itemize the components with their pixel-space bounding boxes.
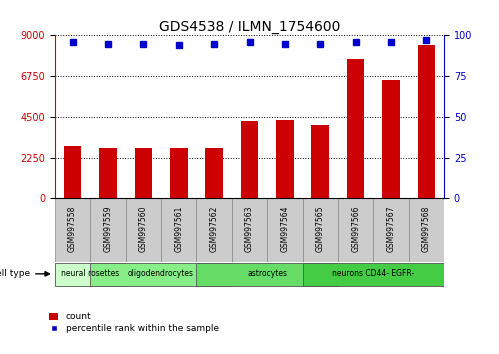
Text: GSM997568: GSM997568 — [422, 206, 431, 252]
Bar — [232, 198, 267, 262]
Bar — [197, 198, 232, 262]
Bar — [197, 263, 338, 285]
Bar — [311, 125, 329, 198]
Text: GSM997558: GSM997558 — [68, 206, 77, 252]
Bar — [338, 198, 373, 262]
Bar — [302, 198, 338, 262]
Legend: count, percentile rank within the sample: count, percentile rank within the sample — [49, 313, 219, 333]
Bar — [55, 198, 90, 262]
Bar — [64, 146, 81, 198]
Bar — [276, 120, 294, 198]
Text: GSM997566: GSM997566 — [351, 206, 360, 252]
Bar — [170, 148, 188, 198]
Bar — [126, 198, 161, 262]
Text: GSM997563: GSM997563 — [245, 206, 254, 252]
Text: GSM997565: GSM997565 — [316, 206, 325, 252]
Text: GSM997564: GSM997564 — [280, 206, 289, 252]
Bar — [90, 263, 232, 285]
Text: astrocytes: astrocytes — [247, 269, 287, 278]
Text: cell type: cell type — [0, 269, 30, 278]
Bar — [302, 263, 444, 285]
Bar — [347, 59, 364, 198]
Bar — [382, 80, 400, 198]
Text: GSM997560: GSM997560 — [139, 206, 148, 252]
Bar — [55, 263, 126, 285]
Bar — [267, 198, 302, 262]
Bar — [418, 45, 435, 198]
Text: oligodendrocytes: oligodendrocytes — [128, 269, 194, 278]
Bar — [241, 121, 258, 198]
Title: GDS4538 / ILMN_1754600: GDS4538 / ILMN_1754600 — [159, 21, 340, 34]
Text: neurons CD44- EGFR-: neurons CD44- EGFR- — [332, 269, 415, 278]
Bar — [205, 148, 223, 198]
Text: GSM997562: GSM997562 — [210, 206, 219, 252]
Text: GSM997567: GSM997567 — [387, 206, 396, 252]
Bar — [90, 198, 126, 262]
Bar — [99, 148, 117, 198]
Bar — [373, 198, 409, 262]
Bar — [161, 198, 197, 262]
Bar — [409, 198, 444, 262]
Text: GSM997561: GSM997561 — [174, 206, 183, 252]
Text: GSM997559: GSM997559 — [103, 206, 112, 252]
Bar — [135, 148, 152, 198]
Text: neural rosettes: neural rosettes — [61, 269, 119, 278]
